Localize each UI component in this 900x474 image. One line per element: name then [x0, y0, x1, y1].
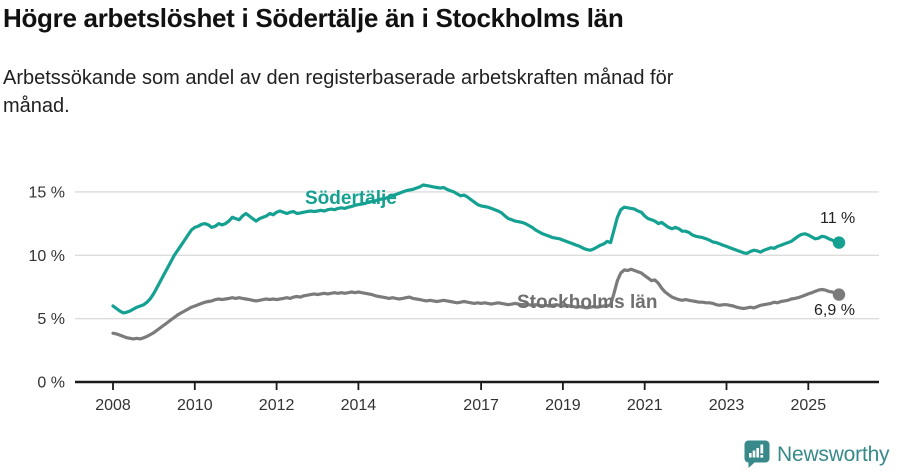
page-title: Högre arbetslöshet i Södertälje än i Sto…	[3, 3, 624, 33]
x-tick-label: 2023	[709, 397, 745, 414]
newsworthy-wordmark: Newsworthy	[777, 442, 890, 466]
newsworthy-logo[interactable]: Newsworthy	[744, 440, 890, 469]
x-tick-label: 2017	[463, 397, 499, 414]
series-label-stockholms-lan: Stockholms län	[517, 292, 658, 313]
line-sodertalje	[111, 183, 841, 315]
x-tick-label: 2021	[627, 397, 663, 414]
newsworthy-pin-icon	[744, 440, 770, 468]
x-tick-label: 2012	[259, 397, 295, 414]
end-dot-sodertalje	[832, 236, 846, 249]
end-dot-stockholms-lan	[832, 288, 846, 301]
end-value-label-sodertalje: 11 %	[820, 210, 856, 227]
y-tick-label: 5 %	[37, 311, 65, 328]
y-tick-label: 10 %	[29, 248, 65, 265]
y-tick-label: 15 %	[29, 184, 65, 201]
series-label-sodertalje: Södertälje	[305, 188, 397, 209]
chart-subtitle-line2: månad.	[3, 95, 70, 117]
x-tick-label: 2014	[341, 397, 377, 414]
x-tick-label: 2019	[545, 397, 581, 414]
chart-subtitle-line1: Arbetssökande som andel av den registerb…	[3, 67, 674, 89]
line-stockholms-lan	[111, 267, 841, 341]
x-tick-label: 2008	[95, 397, 131, 414]
x-tick-label: 2010	[177, 397, 213, 414]
x-tick-label: 2025	[791, 397, 827, 414]
y-tick-label: 0 %	[37, 375, 65, 392]
end-value-label-stockholms-lan: 6,9 %	[814, 302, 855, 319]
